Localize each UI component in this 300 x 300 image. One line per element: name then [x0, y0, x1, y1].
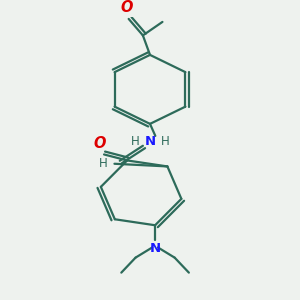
Text: O: O: [121, 0, 133, 15]
Text: H: H: [161, 135, 170, 148]
Text: H: H: [130, 135, 139, 148]
Text: O: O: [94, 136, 106, 152]
Text: H: H: [99, 157, 107, 170]
Text: N: N: [149, 242, 161, 255]
Text: N: N: [144, 135, 156, 148]
